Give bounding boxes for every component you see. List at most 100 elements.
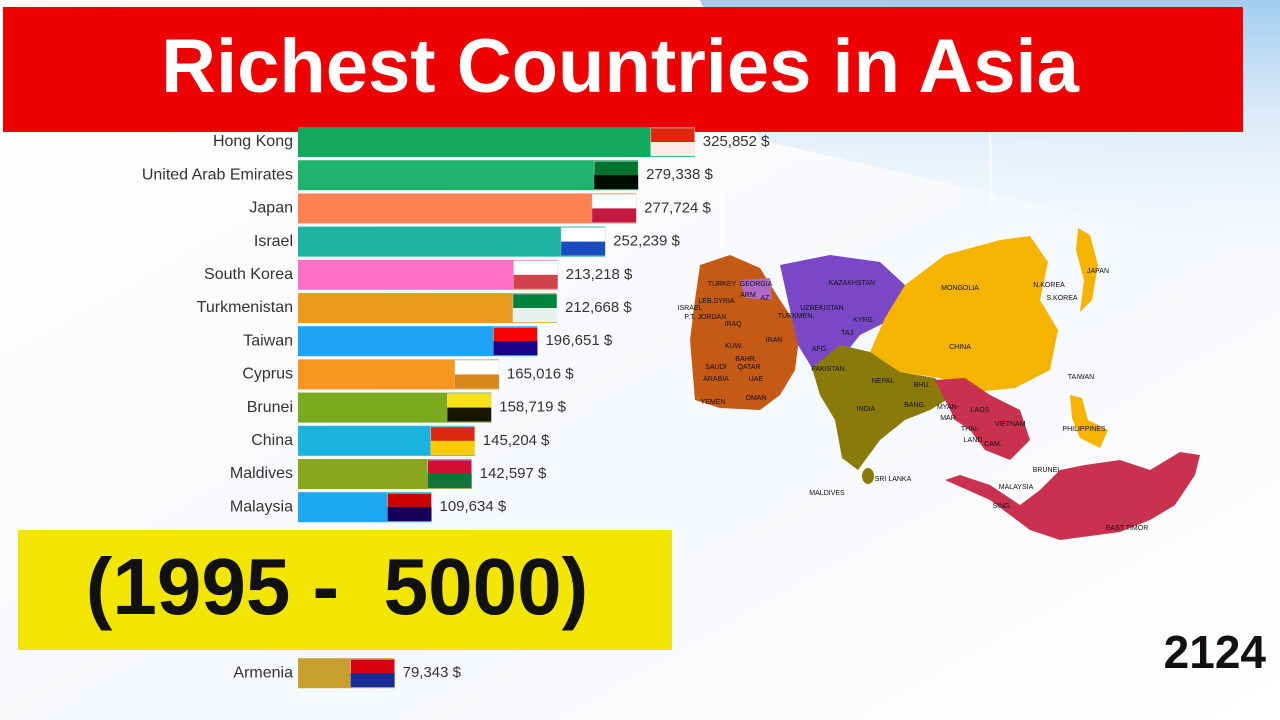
bar <box>298 226 606 257</box>
title-banner <box>3 7 1243 132</box>
map-label: KAZAKHSTAN <box>829 280 875 287</box>
map-label: YEMEN <box>701 399 726 406</box>
value-label: 196,651 $ <box>545 332 612 349</box>
map-label: NEPAL <box>872 378 895 385</box>
map-label: TURKEY <box>708 281 737 288</box>
map-label: CAM. <box>984 441 1002 448</box>
bar <box>298 127 695 157</box>
map-label: BANG. <box>904 402 926 409</box>
category-label: Taiwan <box>243 332 293 349</box>
map-label: QATAR <box>737 364 760 371</box>
map-label: UZBEKISTAN <box>800 305 843 312</box>
flag <box>427 474 472 488</box>
flag <box>512 308 557 322</box>
map-label: MALAYSIA <box>999 484 1034 491</box>
value-label: 212,668 $ <box>565 299 632 316</box>
map-label: MALDIVES <box>809 490 845 497</box>
map-region-philippines <box>1070 395 1108 448</box>
map-region-japan <box>1076 228 1098 312</box>
map-label: ARM <box>740 292 756 299</box>
category-label: Turkmenistan <box>197 299 293 316</box>
year-label: 2124 <box>1164 626 1267 678</box>
map-label: BAHR. <box>735 356 756 363</box>
map-region-china-mongolia <box>870 236 1058 392</box>
map-label: INDIA <box>857 406 876 413</box>
map-label: SRI LANKA <box>875 476 912 483</box>
flag <box>430 440 475 455</box>
map-label: GEORGIA <box>740 281 773 288</box>
value-label: 165,016 $ <box>507 365 574 382</box>
map-label: CHINA <box>949 344 971 351</box>
map-label: P.T. <box>684 314 695 321</box>
flag <box>592 208 637 223</box>
bar <box>298 160 639 191</box>
map-label: LAOS <box>971 407 990 414</box>
flag <box>594 175 639 190</box>
flag <box>454 374 499 389</box>
flag <box>513 274 558 289</box>
map-label: KUW. <box>725 343 743 350</box>
map-label: LAND <box>964 437 983 444</box>
map-label: TAJ. <box>841 330 855 337</box>
map-label: ISRAEL <box>678 305 703 312</box>
map-label: LEB. <box>698 298 713 305</box>
category-label: Hong Kong <box>213 133 293 150</box>
category-label: Maldives <box>230 465 293 482</box>
flag <box>387 507 432 522</box>
map-label: N.KOREA <box>1033 282 1065 289</box>
map-label: TAIWAN <box>1068 374 1094 381</box>
value-label: 277,724 $ <box>644 199 711 216</box>
map-label: AFG. <box>812 346 828 353</box>
map-label: THAI- <box>961 426 980 433</box>
map-region-caucasus <box>740 278 772 300</box>
map-label: MAR <box>940 415 956 422</box>
value-label: 252,239 $ <box>613 233 680 250</box>
flag <box>350 673 395 688</box>
flag <box>650 142 695 156</box>
subtitle-box <box>18 530 672 650</box>
map-label: EAST TIMOR <box>1106 525 1149 532</box>
map-label: MYAN- <box>937 404 960 411</box>
map: TURKEY GEORGIA ARM AZ LEB. SYRIA ISRAEL P.T. JOR… <box>678 129 1200 540</box>
value-label: 145,204 $ <box>483 432 550 449</box>
map-label: UAE <box>749 376 764 383</box>
value-label: 79,343 $ <box>403 664 462 681</box>
category-label: Malaysia <box>230 498 293 515</box>
map-label: S.KOREA <box>1046 295 1077 302</box>
subtitle: (1995 - 5000) <box>86 542 589 631</box>
map-label: JAPAN <box>1087 268 1109 275</box>
map-label: MONGOLIA <box>941 285 979 292</box>
map-label: IRAN <box>766 337 783 344</box>
decor-line <box>719 139 723 251</box>
map-label: SAUDI <box>705 364 726 371</box>
map-label: PAKISTAN <box>811 366 845 373</box>
decor-line <box>989 129 993 211</box>
map-label: AZ <box>761 295 771 302</box>
bar <box>298 193 637 224</box>
category-label: Brunei <box>247 399 293 416</box>
flag <box>447 407 492 422</box>
category-label: United Arab Emirates <box>142 166 293 183</box>
map-region-south-asia <box>812 345 950 470</box>
value-label: 279,338 $ <box>646 166 713 183</box>
map-label: BHU. <box>914 382 931 389</box>
map-region-middle-east <box>690 255 800 410</box>
chart-title: Richest Countries in Asia <box>161 24 1080 109</box>
map-label: JORDAN <box>698 314 727 321</box>
value-label: 109,634 $ <box>439 498 506 515</box>
flag <box>493 341 538 356</box>
category-label: Cyprus <box>242 366 293 383</box>
map-label: PHILIPPINES <box>1062 426 1106 433</box>
map-label: SYRIA <box>713 298 734 305</box>
value-label: 142,597 $ <box>480 465 547 482</box>
map-label: KYRG. <box>853 317 875 324</box>
bars: Hong Kong 325,852 $ United Arab Emirates 27… <box>142 127 770 689</box>
map-region-central-asia <box>780 255 905 368</box>
value-label: 213,218 $ <box>566 266 633 283</box>
map-label: OMAN <box>746 395 767 402</box>
value-label: 325,852 $ <box>703 133 770 150</box>
map-label: ARABIA <box>703 376 729 383</box>
value-label: 158,719 $ <box>499 399 566 416</box>
flag <box>561 241 606 256</box>
